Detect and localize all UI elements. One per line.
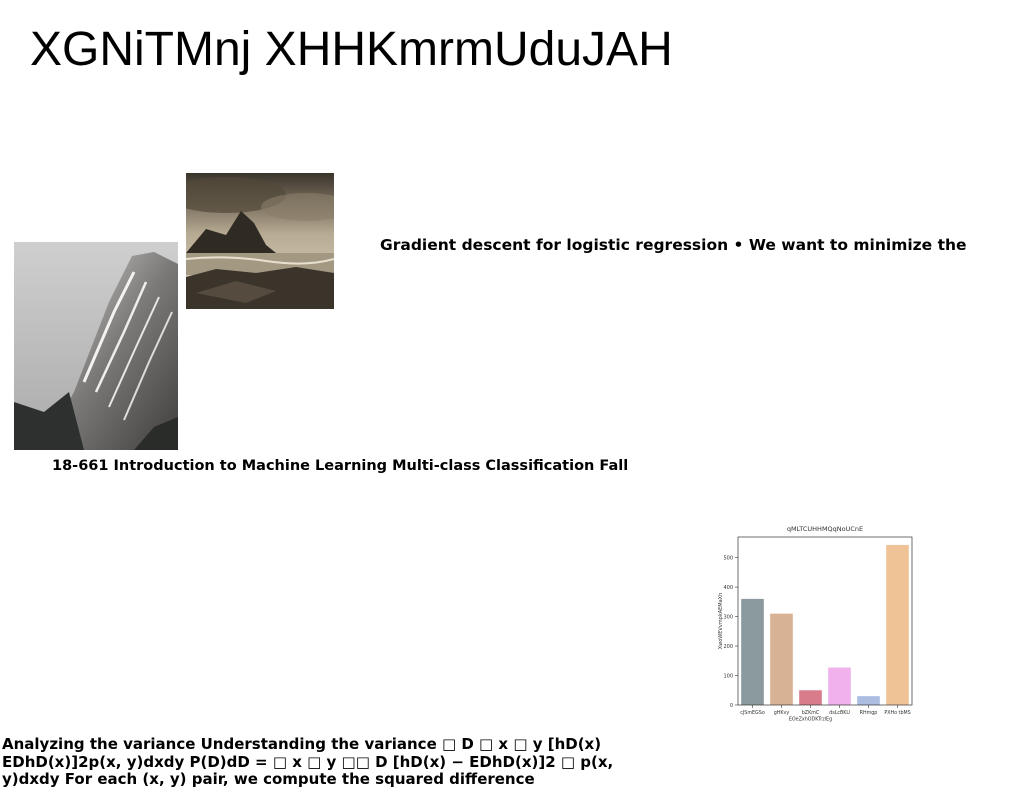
y-tick-label-2: 200 [723, 644, 733, 650]
bar-chart: qMLTCUHHMQqNoUCnE XwoWEVvmpkAEMaXh 0 100 200… [714, 520, 920, 730]
x-tick-label-2-0: bZKmC [802, 710, 820, 716]
bar-0 [741, 598, 764, 705]
y-tick-label-4: 400 [723, 585, 733, 591]
x-tick-label-2-1: EOeZxhODKTrzlEg [789, 717, 832, 723]
bar-1 [770, 613, 793, 705]
bar-4 [857, 696, 880, 705]
y-tick-label-3: 300 [723, 615, 733, 621]
x-tick-label-3: dsLcBKU [829, 710, 850, 716]
variance-paragraph: Analyzing the variance Understanding the… [2, 735, 614, 788]
y-axis-label: XwoWEVvmpkAEMaXh [718, 593, 724, 650]
y-tick-label-5: 500 [723, 556, 733, 562]
bar-5 [886, 544, 909, 705]
mountain-peak-photo [14, 242, 178, 450]
coastal-rocks-photo [186, 173, 334, 309]
bar-2 [799, 690, 822, 705]
bar-3 [828, 667, 851, 705]
x-tick-label-5: PXHo tbMS [884, 710, 910, 716]
y-tick-label-1: 100 [723, 674, 733, 680]
y-tick-label-0: 0 [730, 703, 733, 709]
text-line-gradient-descent: Gradient descent for logistic regression… [380, 236, 967, 254]
x-tick-label-4: RHmgp [860, 710, 878, 716]
x-tick-label-0: cJSmEGSo [740, 710, 765, 716]
text-line-course-title: 18-661 Introduction to Machine Learning … [52, 458, 629, 474]
plot-frame [737, 536, 913, 706]
page-title: XGNiTMnj XHHKmrmUduJAH [30, 23, 673, 76]
chart-title: qMLTCUHHMQqNoUCnE [787, 525, 863, 533]
x-tick-label-1: gHKvy [774, 710, 790, 716]
